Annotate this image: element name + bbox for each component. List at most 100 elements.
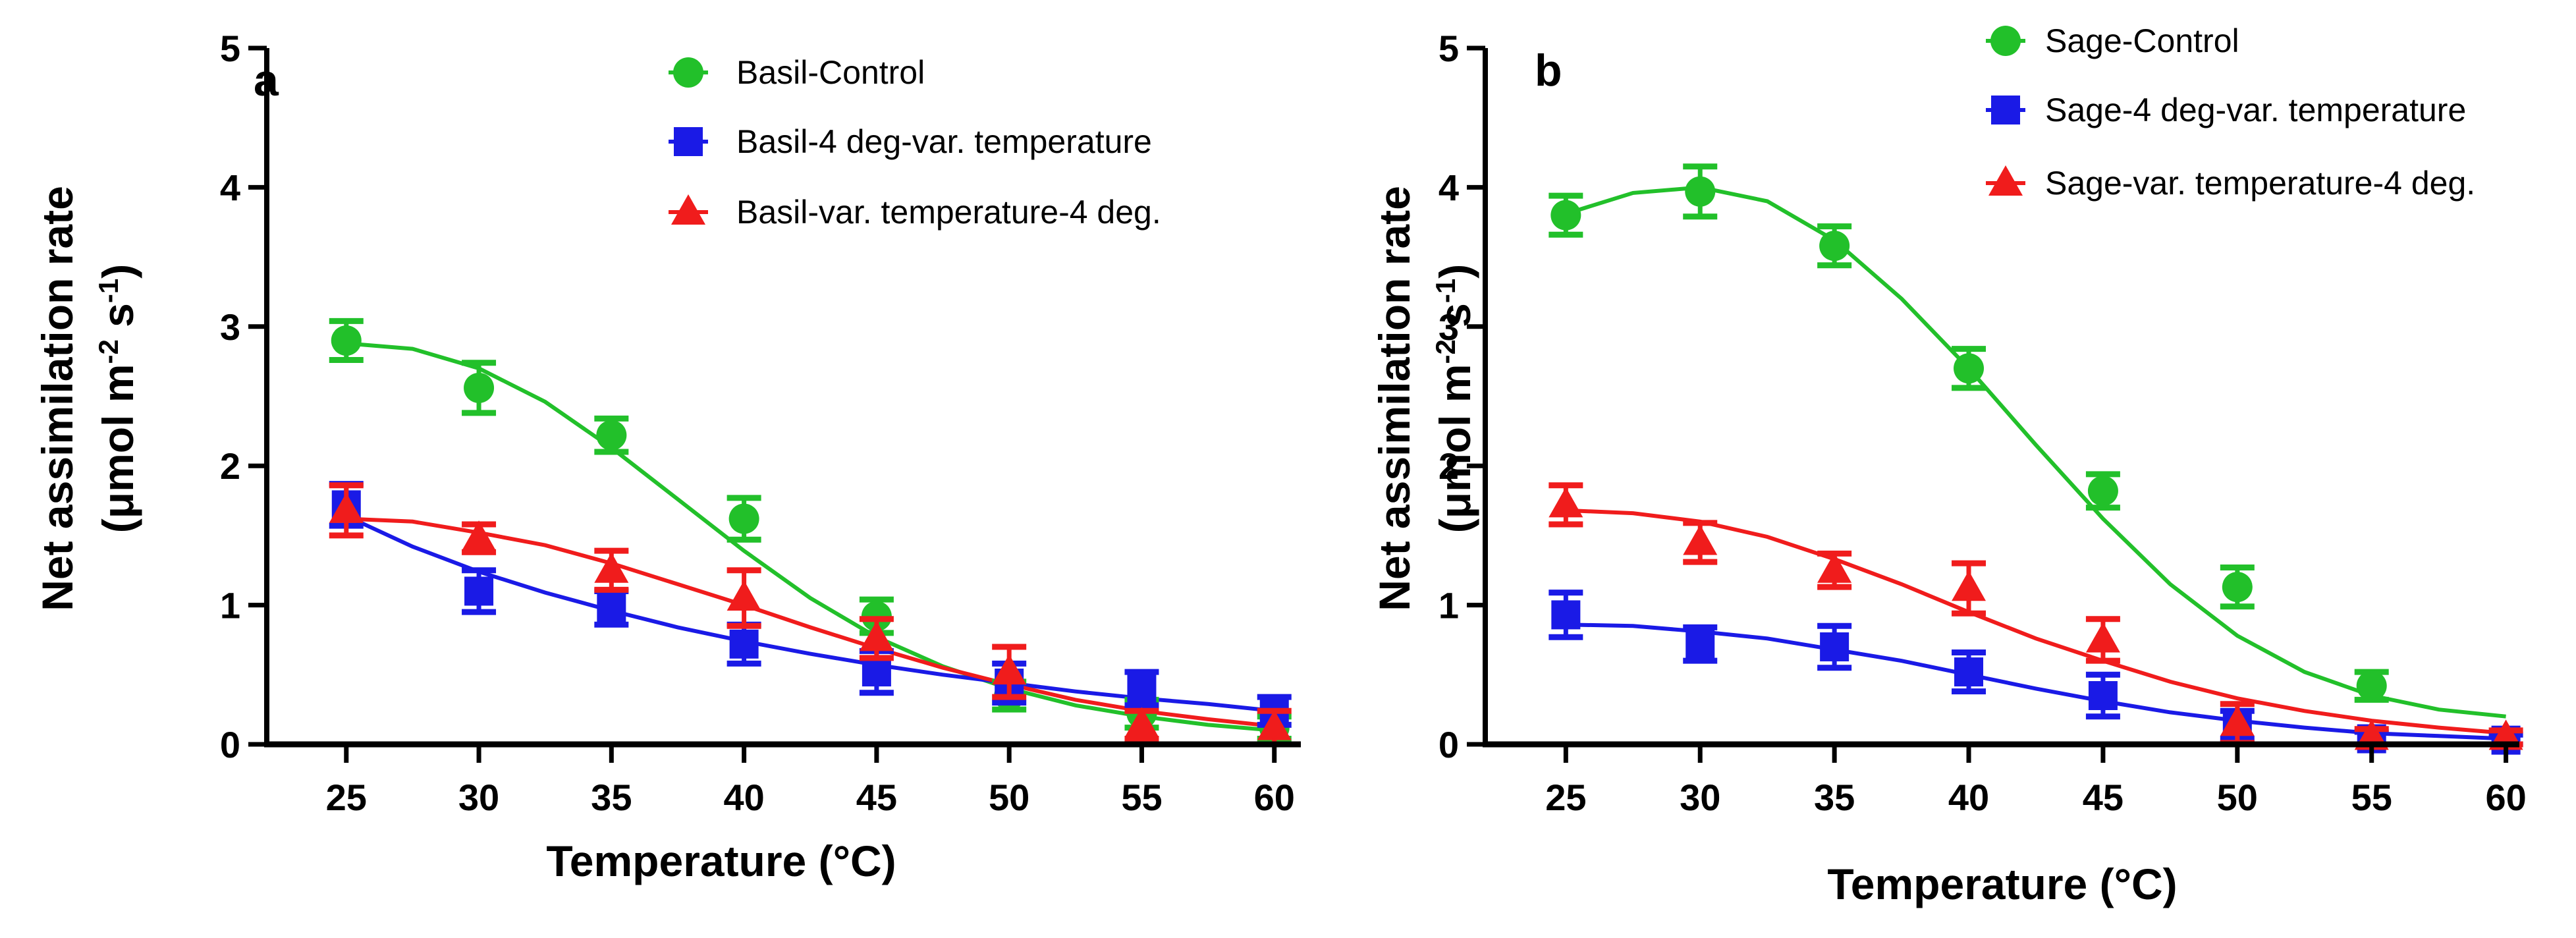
data-point <box>597 593 626 622</box>
y-axis-title-part: -1 <box>1430 279 1461 303</box>
data-point <box>728 503 759 534</box>
y-tick-label: 3 <box>1439 306 1459 348</box>
y-tick-label: 0 <box>1439 724 1459 765</box>
x-axis-title: Temperature (°C) <box>546 837 896 885</box>
data-point <box>1952 570 1987 601</box>
fit-curve-3 <box>1566 508 2506 736</box>
fit-curve-2 <box>1566 622 2506 741</box>
data-point <box>1550 200 1581 231</box>
legend-label: Sage-var. temperature-4 deg. <box>2045 165 2475 202</box>
fit-curve-2 <box>345 514 1275 713</box>
y-axis-title-line1: Net assimilation rate <box>33 186 82 611</box>
y-tick-label: 0 <box>220 724 240 765</box>
data-point <box>1683 524 1718 555</box>
data-point <box>2088 681 2118 711</box>
data-point <box>329 492 364 523</box>
y-tick-label: 5 <box>1439 28 1459 69</box>
legend: Sage-Control Sage-4 deg-var. temperature S… <box>1986 22 2475 202</box>
fit-curve-1 <box>346 341 1274 732</box>
legend-marker <box>673 57 703 88</box>
data-point <box>1551 600 1581 630</box>
legend-label: Sage-Control <box>2045 22 2239 59</box>
x-tick-label: 45 <box>2083 777 2124 818</box>
x-tick-label: 30 <box>458 777 499 818</box>
y-tick-label: 5 <box>220 28 240 69</box>
y-tick-label: 1 <box>220 585 240 626</box>
legend-item: Basil-4 deg-var. temperature <box>669 123 1152 160</box>
data-point <box>1127 674 1157 704</box>
data-point <box>862 657 891 687</box>
x-axis-title: Temperature (°C) <box>1827 860 2177 908</box>
x-tick-label: 45 <box>856 777 897 818</box>
data-point <box>2220 705 2255 736</box>
x-tick-label: 35 <box>591 777 632 818</box>
y-axis-title-part: -1 <box>93 279 124 303</box>
data-point <box>464 372 495 403</box>
y-axis-title-line2: (μmol m-2 s-1) <box>93 264 143 533</box>
data-point <box>331 325 362 356</box>
legend-label: Basil-Control <box>736 54 925 91</box>
x-tick-label: 30 <box>1680 777 1720 818</box>
x-tick-label: 55 <box>1121 777 1162 818</box>
legend-marker <box>1990 26 2021 56</box>
legend-label: Basil-4 deg-var. temperature <box>736 123 1152 160</box>
fit-curve-1 <box>1565 185 2506 719</box>
data-point <box>1124 707 1159 738</box>
data-point <box>1548 487 1583 518</box>
data-point <box>1685 176 1716 207</box>
data-point <box>464 576 494 606</box>
y-axis-title-line1: Net assimilation rate <box>1370 186 1419 611</box>
y-tick-label: 1 <box>1439 585 1459 626</box>
data-point <box>2222 572 2253 603</box>
x-tick-label: 50 <box>989 777 1029 818</box>
series-1 <box>1548 163 2389 703</box>
y-axis-title: Net assimilation rate (μmol m-2 s-1) <box>1370 186 1479 611</box>
x-tick-label: 40 <box>723 777 764 818</box>
x-tick-label: 50 <box>2217 777 2258 818</box>
data-point <box>1257 709 1292 740</box>
y-tick-label: 2 <box>220 445 240 487</box>
data-point <box>726 580 761 611</box>
data-point <box>596 420 627 451</box>
data-point <box>2085 622 2120 653</box>
y-axis-title-part: ) <box>94 264 142 279</box>
data-point <box>1819 231 1850 262</box>
legend-item: Sage-4 deg-var. temperature <box>1986 92 2466 128</box>
panel-letter: a <box>254 55 279 105</box>
y-tick-label: 3 <box>220 306 240 348</box>
x-tick-label: 60 <box>2485 777 2526 818</box>
x-tick-label: 25 <box>326 777 367 818</box>
y-axis-title-part: ) <box>1431 264 1479 279</box>
y-axis-title-part: -2 <box>1430 339 1461 364</box>
legend-marker <box>671 194 705 225</box>
legend-marker <box>674 127 703 156</box>
y-tick-label: 2 <box>1439 445 1459 487</box>
legend-label: Sage-4 deg-var. temperature <box>2045 92 2466 128</box>
y-axis-title-part: (μmol m <box>1431 364 1479 534</box>
data-point <box>2087 476 2118 507</box>
legend-item: Basil-var. temperature-4 deg. <box>669 194 1161 231</box>
legend-marker <box>1991 96 2020 124</box>
data-point <box>2356 671 2387 702</box>
series-3 <box>329 482 1292 748</box>
y-tick-label: 4 <box>220 167 240 208</box>
data-point <box>729 629 759 659</box>
legend: Basil-Control Basil-4 deg-var. temperatur… <box>669 54 1161 231</box>
y-axis-title: Net assimilation rate (μmol m-2 s-1) <box>33 186 142 611</box>
y-axis-title-part: s <box>94 303 142 339</box>
legend-item: Sage-Control <box>1986 22 2239 59</box>
data-point <box>1954 657 1984 687</box>
x-tick-label: 35 <box>1814 777 1855 818</box>
legend-label: Basil-var. temperature-4 deg. <box>736 194 1161 231</box>
legend-marker <box>1988 165 2023 196</box>
fit-curve-3 <box>346 516 1275 729</box>
data-point <box>1820 632 1850 662</box>
data-point <box>1817 552 1852 583</box>
x-tick-label: 40 <box>1948 777 1989 818</box>
data-point <box>1954 353 1985 384</box>
y-axis-title-part: s <box>1431 303 1479 339</box>
data-point <box>992 654 1027 685</box>
data-point <box>594 552 629 583</box>
